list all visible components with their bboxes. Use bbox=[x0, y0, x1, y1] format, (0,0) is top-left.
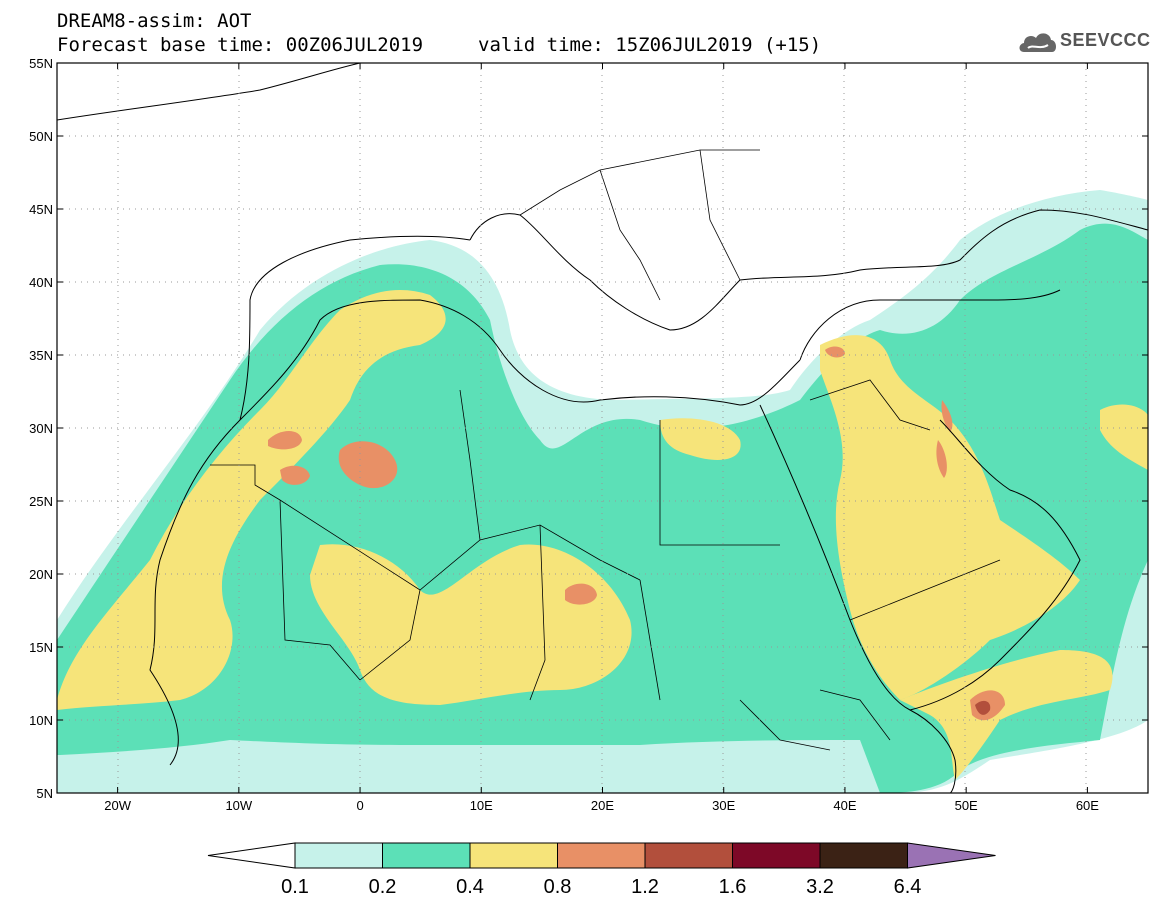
colorbar-max-arrow bbox=[907, 842, 996, 869]
colorbar-label: 1.6 bbox=[719, 876, 747, 898]
colorbar-label: 0.2 bbox=[369, 876, 397, 898]
aot-band-0.4-horn bbox=[900, 650, 1113, 780]
lon-label: 10E bbox=[470, 798, 493, 813]
lat-label: 15N bbox=[29, 640, 53, 655]
aot-band-0.4-egypt bbox=[660, 418, 741, 460]
latitude-axis: 55N 50N 45N 40N 35N 30N 25N 20N 15N 10N 5N bbox=[29, 56, 1148, 801]
aot-band-0.8-h bbox=[825, 346, 845, 358]
aot-band-0.4-west bbox=[57, 290, 446, 710]
aot-band-0.8-g bbox=[941, 400, 953, 432]
colorbar-min-arrow bbox=[207, 842, 296, 869]
colorbar-label: 0.1 bbox=[281, 876, 309, 898]
logo-text: SEEVCCC bbox=[1060, 30, 1151, 50]
lon-label: 20W bbox=[104, 798, 131, 813]
lat-label: 10N bbox=[29, 713, 53, 728]
aot-band-0.8-f bbox=[936, 440, 947, 478]
valid-time: valid time: 15Z06JUL2019 (+15) bbox=[478, 34, 822, 56]
lat-label: 30N bbox=[29, 421, 53, 436]
lat-label: 5N bbox=[36, 786, 53, 801]
lat-label: 35N bbox=[29, 348, 53, 363]
colorbar-segment bbox=[644, 842, 733, 869]
colorbar-segment bbox=[819, 842, 908, 869]
colorbar-label: 0.4 bbox=[456, 876, 484, 898]
lon-label: 60E bbox=[1076, 798, 1099, 813]
longitude-axis: 20W 10W 0 10E 20E 30E 40E 50E 60E bbox=[104, 63, 1099, 813]
lon-label: 0 bbox=[356, 798, 363, 813]
lon-label: 50E bbox=[955, 798, 978, 813]
borders bbox=[210, 149, 1001, 751]
lat-label: 55N bbox=[29, 56, 53, 71]
aot-band-0.8-a bbox=[338, 441, 398, 489]
colorbar-segment bbox=[294, 842, 383, 869]
lat-label: 25N bbox=[29, 494, 53, 509]
colorbar: 0.1 0.2 0.4 0.8 1.2 1.6 3.2 6.4 bbox=[207, 842, 996, 898]
lat-label: 20N bbox=[29, 567, 53, 582]
colorbar-label: 3.2 bbox=[806, 876, 834, 898]
colorbar-label: 6.4 bbox=[894, 876, 922, 898]
aot-band-0.4-arabia bbox=[820, 335, 1080, 700]
aot-band-0.4-iran bbox=[1100, 404, 1148, 470]
colorbar-segment bbox=[557, 842, 646, 869]
aot-band-1.2 bbox=[975, 700, 991, 715]
colorbar-label: 1.2 bbox=[631, 876, 659, 898]
lon-label: 40E bbox=[833, 798, 856, 813]
lat-label: 45N bbox=[29, 202, 53, 217]
aot-band-0.8-d bbox=[565, 583, 597, 605]
forecast-base-time: Forecast base time: 00Z06JUL2019 bbox=[57, 34, 424, 56]
aot-contours bbox=[57, 190, 1148, 793]
lon-label: 10W bbox=[225, 798, 252, 813]
map-title: DREAM8-assim: AOT bbox=[57, 10, 252, 32]
colorbar-label: 0.8 bbox=[544, 876, 572, 898]
lat-label: 40N bbox=[29, 275, 53, 290]
colorbar-segment bbox=[382, 842, 471, 869]
aot-band-0.8-c bbox=[280, 465, 310, 485]
cloud-logo-icon bbox=[1019, 33, 1057, 52]
aot-band-0.8-b bbox=[268, 431, 302, 450]
colorbar-segment bbox=[732, 842, 821, 869]
colorbar-segment bbox=[469, 842, 558, 869]
aot-band-0.4-sahel bbox=[310, 544, 632, 705]
lon-label: 20E bbox=[591, 798, 614, 813]
coastlines bbox=[57, 63, 1148, 793]
lat-label: 50N bbox=[29, 129, 53, 144]
lon-label: 30E bbox=[712, 798, 735, 813]
